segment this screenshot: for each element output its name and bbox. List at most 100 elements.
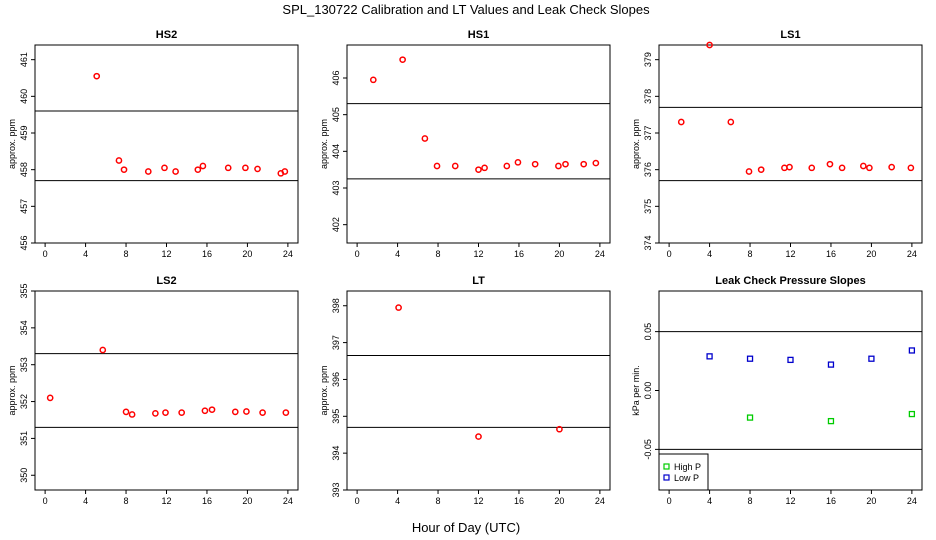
panel-title: LS2 xyxy=(156,275,176,287)
data-point xyxy=(451,162,459,170)
panel-6: Leak Check Pressure Slopes 0 4 8 12 16 20 24 -0.… xyxy=(631,275,923,506)
y-tick-label: 376 xyxy=(643,162,653,177)
data-point xyxy=(475,166,482,174)
data-point xyxy=(562,160,569,168)
y-tick-label: 352 xyxy=(19,394,29,409)
data-point xyxy=(399,56,406,64)
data-point xyxy=(231,408,239,416)
data-point xyxy=(592,159,600,167)
plot-frame xyxy=(346,44,611,244)
data-point xyxy=(827,417,835,425)
y-axis-label: kPa per min. xyxy=(631,365,641,416)
panel-3: LS1 0 4 8 12 16 20 24 374 375 376 377 378 379 approx. … xyxy=(631,29,923,259)
x-tick-label: 8 xyxy=(436,249,441,259)
x-tick-label: 4 xyxy=(83,249,88,259)
x-tick-label: 12 xyxy=(161,249,171,259)
data-point xyxy=(580,160,588,168)
y-tick-label: 377 xyxy=(643,125,653,140)
data-point xyxy=(46,394,54,402)
panel-title: LT xyxy=(472,275,485,287)
panel-title: HS1 xyxy=(468,29,489,41)
data-point xyxy=(243,408,250,415)
legend-box xyxy=(658,453,709,491)
legend-marker xyxy=(663,474,670,481)
y-tick-label: 379 xyxy=(643,52,653,67)
x-tick-label: 16 xyxy=(826,249,836,259)
y-tick-label: 353 xyxy=(19,357,29,372)
x-tick-label: 4 xyxy=(395,496,400,506)
data-point xyxy=(115,157,123,164)
panel-title: LS1 xyxy=(780,29,800,41)
data-point xyxy=(555,162,562,170)
x-tick-label: 4 xyxy=(395,249,400,259)
data-point xyxy=(433,162,441,170)
x-tick-label: 16 xyxy=(514,496,524,506)
data-point xyxy=(727,118,735,126)
x-tick-label: 24 xyxy=(283,496,293,506)
data-point xyxy=(99,346,107,354)
data-point xyxy=(395,304,402,311)
x-tick-label: 20 xyxy=(554,249,564,259)
data-point xyxy=(242,164,249,172)
data-point xyxy=(531,160,539,168)
y-tick-label: 405 xyxy=(331,107,341,122)
panel-4: LS2 0 4 8 12 16 20 24 350 351 352 353 354 355 approx. … xyxy=(7,275,299,506)
y-tick-label: 456 xyxy=(19,235,29,250)
y-tick-label: -0.05 xyxy=(643,439,653,460)
data-point xyxy=(201,407,209,415)
x-tick-label: 4 xyxy=(707,249,712,259)
x-tick-label: 20 xyxy=(242,249,252,259)
plot-frame xyxy=(346,290,611,491)
x-tick-label: 8 xyxy=(748,249,753,259)
data-point xyxy=(746,355,754,362)
y-tick-label: 0.00 xyxy=(643,382,653,400)
y-tick-label: 403 xyxy=(331,180,341,195)
data-point xyxy=(194,166,202,174)
x-tick-label: 0 xyxy=(667,249,672,259)
y-tick-label: 393 xyxy=(331,482,341,497)
x-tick-label: 12 xyxy=(161,496,171,506)
x-tick-label: 20 xyxy=(242,496,252,506)
plot-frame xyxy=(34,44,299,244)
figure-title: SPL_130722 Calibration and LT Values and… xyxy=(282,2,650,17)
data-point xyxy=(93,72,101,80)
x-tick-label: 8 xyxy=(124,496,129,506)
data-point xyxy=(120,166,128,174)
data-point xyxy=(224,164,232,172)
data-point xyxy=(172,168,179,175)
data-point xyxy=(745,168,753,175)
y-tick-label: 375 xyxy=(643,199,653,214)
y-tick-label: 397 xyxy=(331,335,341,350)
y-axis-label: approx. ppm xyxy=(319,365,329,415)
legend-entry: Low P xyxy=(674,473,699,483)
data-point xyxy=(199,162,207,170)
x-tick-label: 12 xyxy=(473,496,483,506)
plot-frame xyxy=(658,44,923,244)
data-point xyxy=(128,411,136,418)
y-tick-label: 396 xyxy=(331,372,341,387)
data-point xyxy=(259,409,266,416)
x-tick-label: 16 xyxy=(202,496,212,506)
legend-marker xyxy=(663,463,670,470)
data-point xyxy=(826,160,834,168)
panel-1: HS2 0 4 8 12 16 20 24 456 457 458 459 460 461 approx. … xyxy=(7,29,299,259)
x-tick-label: 16 xyxy=(202,249,212,259)
y-tick-label: 395 xyxy=(331,409,341,424)
data-point xyxy=(254,165,261,173)
y-tick-label: 460 xyxy=(19,89,29,104)
panel-5: LT 0 4 8 12 16 20 24 393 394 395 396 397 398 approx. p… xyxy=(319,275,611,506)
data-point xyxy=(786,163,793,171)
data-point xyxy=(503,162,511,170)
x-tick-label: 16 xyxy=(826,496,836,506)
x-tick-label: 4 xyxy=(83,496,88,506)
data-point xyxy=(868,355,875,362)
data-point xyxy=(838,164,846,172)
y-tick-label: 402 xyxy=(331,217,341,232)
y-axis-label: approx. ppm xyxy=(631,119,641,169)
y-tick-label: 461 xyxy=(19,52,29,67)
data-point xyxy=(282,409,290,416)
data-point xyxy=(907,164,915,172)
data-point xyxy=(908,347,916,354)
data-point xyxy=(161,164,168,172)
data-point xyxy=(162,409,169,416)
